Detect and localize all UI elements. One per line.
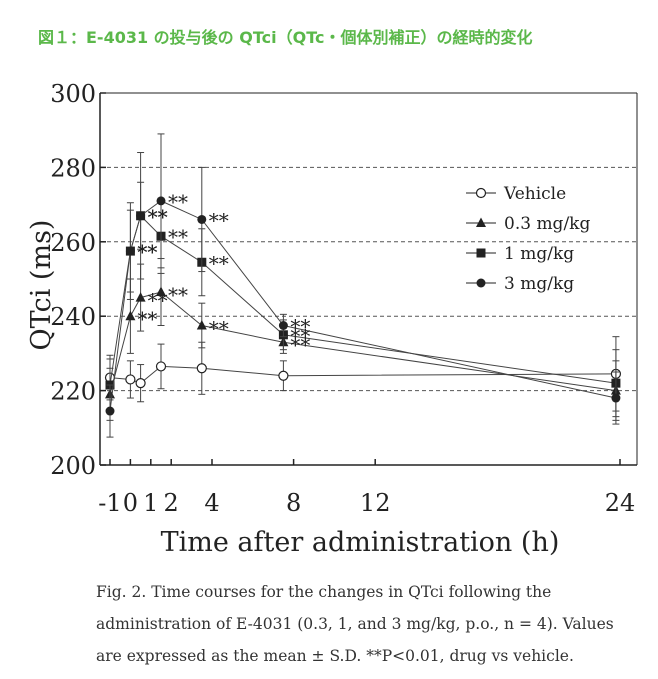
legend-entry: Vehicle: [466, 184, 566, 204]
figure-title-jp: 図１：E-4031 の投与後の QTci（QTc・個体別補正）の経時的変化: [38, 28, 533, 47]
marker-filled-triangle: [196, 320, 207, 330]
legend-label: 3 mg/kg: [504, 274, 574, 294]
marker-filled-circle: [278, 321, 288, 330]
marker-open-circle: [196, 363, 207, 374]
significance-marker: **: [209, 208, 229, 232]
significance-marker: **: [290, 333, 310, 357]
marker-filled-circle: [197, 214, 207, 224]
significance-marker: **: [290, 315, 310, 339]
marker-filled-circle: [611, 393, 621, 403]
marker-filled-triangle: [125, 310, 136, 321]
y-tick-label: 260: [50, 229, 96, 257]
x-tick-label: 4: [204, 489, 219, 517]
legend-label: 0.3 mg/kg: [504, 214, 590, 234]
marker-open-circle: [135, 378, 146, 389]
data-series: [104, 133, 622, 438]
significance-marker: **: [209, 251, 229, 275]
marker-filled-square: [476, 248, 486, 258]
x-axis-label: Time after administration (h): [161, 527, 560, 558]
significance-marker: **: [148, 205, 168, 229]
y-tick-label: 240: [50, 303, 96, 331]
significance-marker: **: [137, 307, 157, 331]
gridlines: [100, 166, 637, 392]
series-3-mg-kg: [105, 133, 621, 438]
y-axis-label: QTci (ms): [26, 220, 57, 351]
marker-filled-circle: [125, 246, 135, 256]
caption-line-3: are expressed as the mean ± S.D. **P<0.0…: [96, 647, 574, 665]
marker-open-circle: [155, 361, 167, 372]
significance-marker: **: [148, 205, 168, 229]
marker-filled-circle: [136, 211, 146, 221]
significance-marker: **: [148, 289, 168, 313]
legend-entry: 0.3 mg/kg: [466, 214, 590, 234]
significance-marker: **: [168, 190, 188, 214]
figure-caption: Fig. 2. Time courses for the changes in …: [96, 576, 636, 672]
x-tick-label: 8: [286, 489, 301, 517]
x-tick-label: 1: [143, 489, 158, 517]
caption-line-1: Fig. 2. Time courses for the changes in …: [96, 583, 552, 601]
y-tick-label: 280: [50, 154, 96, 182]
series-line: [109, 365, 616, 384]
y-tick-label: 220: [50, 378, 96, 406]
significance-markers: **** **************************: [137, 190, 310, 357]
legend-label: 1 mg/kg: [504, 244, 574, 264]
legend-entry: 3 mg/kg: [466, 274, 574, 294]
marker-filled-triangle: [476, 217, 486, 227]
caption-line-2: administration of E-4031 (0.3, 1, and 3 …: [96, 615, 614, 633]
legend: Vehicle 0.3 mg/kg 1 mg/kg 3 mg/kg: [466, 184, 590, 294]
significance-marker: **: [137, 240, 157, 264]
legend-label: Vehicle: [503, 184, 566, 204]
significance-marker: **: [137, 240, 157, 264]
significance-marker: **: [290, 324, 310, 348]
x-tick-label: -1: [98, 489, 121, 517]
axes: [99, 92, 638, 466]
significance-marker: **: [168, 283, 188, 307]
marker-filled-circle: [156, 196, 166, 206]
marker-open-circle: [278, 370, 289, 381]
x-tick-label: 2: [164, 489, 179, 517]
significance-marker: **: [209, 317, 229, 341]
marker-filled-triangle: [135, 292, 146, 302]
marker-filled-circle: [476, 278, 486, 288]
series-vehicle: [104, 336, 622, 412]
marker-filled-triangle: [156, 286, 166, 297]
significance-marker: **: [168, 225, 188, 249]
x-tick-label: 12: [360, 489, 391, 517]
marker-open-circle: [475, 187, 487, 199]
x-tick-label: 24: [605, 489, 636, 517]
legend-entry: 1 mg/kg: [466, 244, 574, 264]
marker-filled-circle: [105, 406, 115, 416]
y-tick-label: 200: [50, 452, 96, 480]
marker-open-circle: [125, 374, 136, 385]
y-tick-label: 300: [50, 80, 96, 108]
x-tick-label: 0: [123, 489, 138, 517]
